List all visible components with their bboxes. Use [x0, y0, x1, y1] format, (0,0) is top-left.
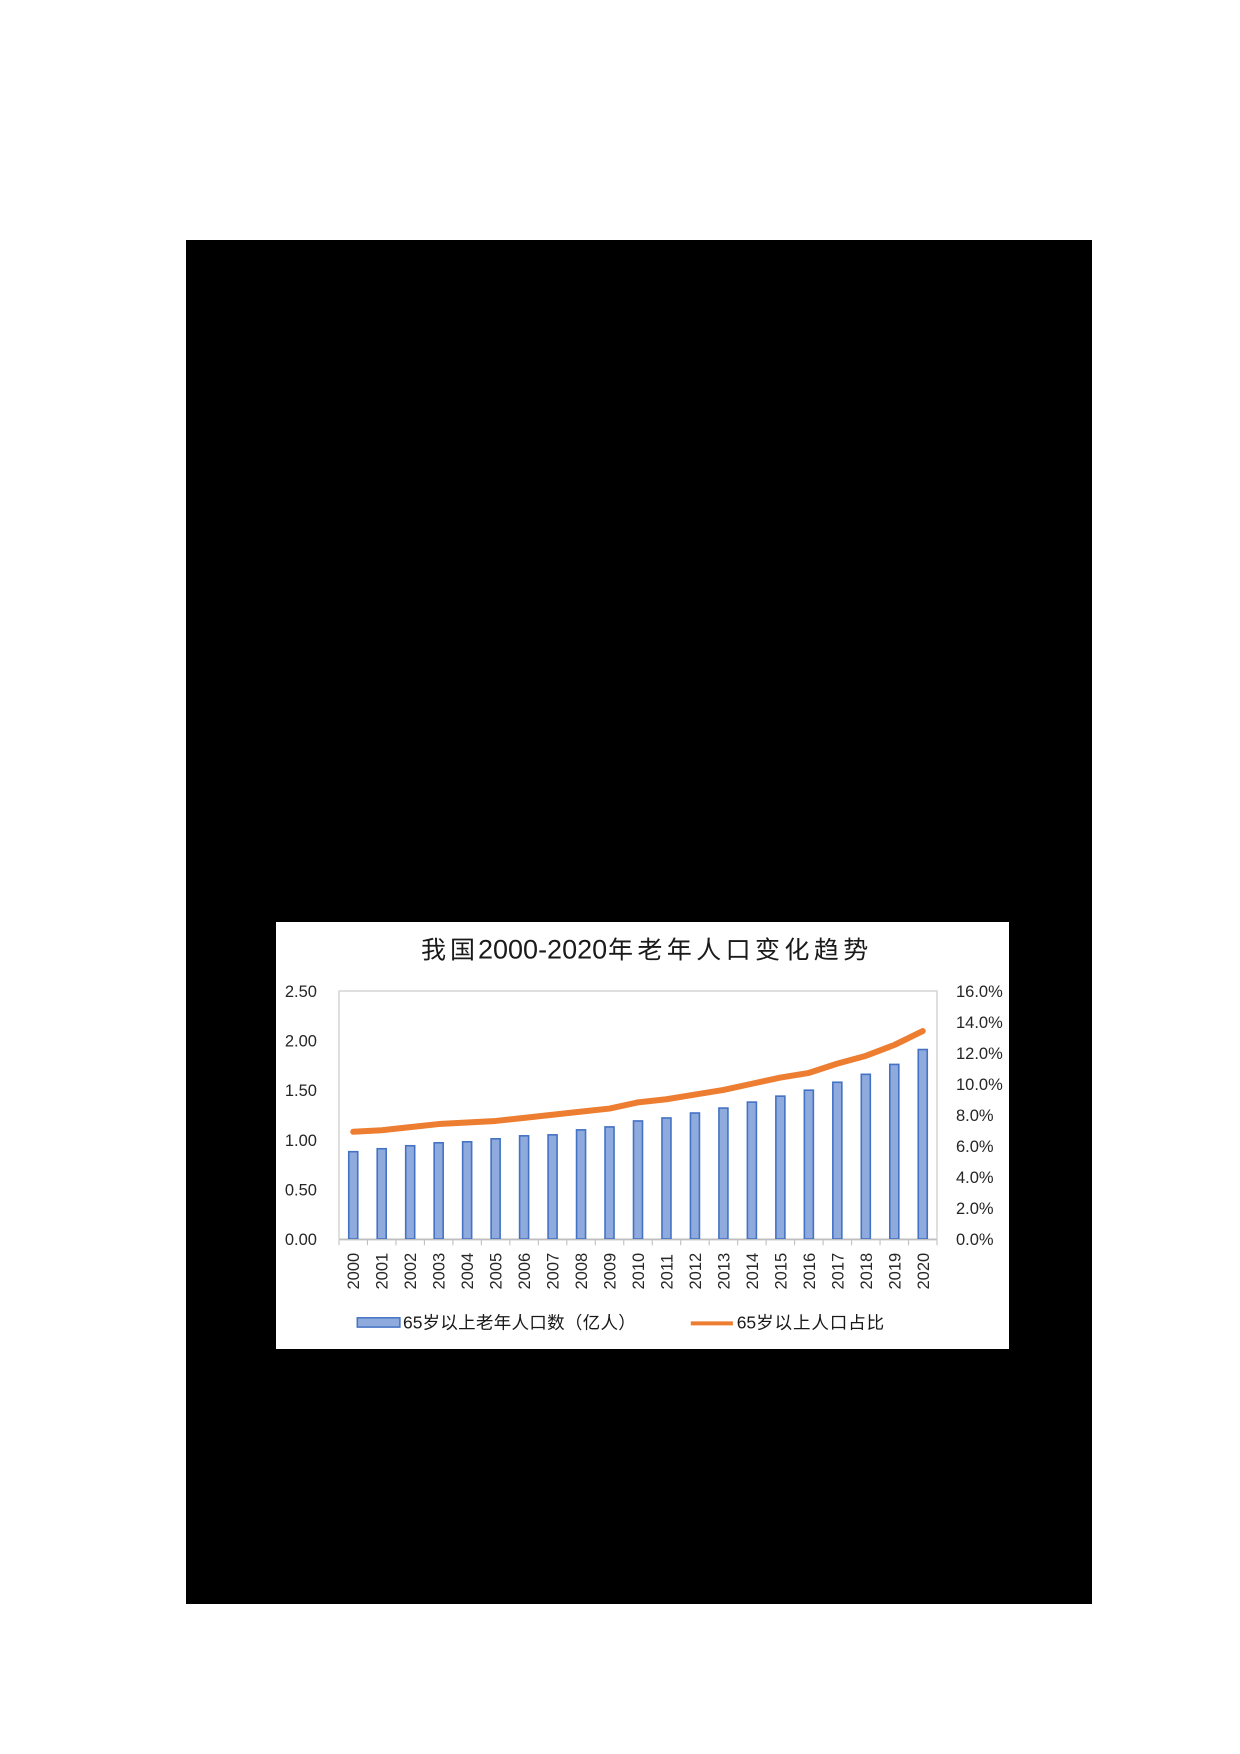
svg-text:2016: 2016	[801, 1253, 819, 1290]
svg-text:16.0%: 16.0%	[956, 983, 1003, 1001]
svg-text:1.50: 1.50	[285, 1082, 317, 1100]
svg-text:10.0%: 10.0%	[956, 1076, 1003, 1094]
svg-text:2008: 2008	[573, 1253, 591, 1290]
svg-text:2006: 2006	[516, 1253, 534, 1290]
svg-text:0.00: 0.00	[285, 1231, 317, 1249]
svg-text:2018: 2018	[858, 1253, 876, 1290]
svg-text:2017: 2017	[829, 1253, 847, 1290]
svg-text:65: 65	[403, 1313, 422, 1333]
svg-text:2002: 2002	[402, 1253, 420, 1290]
svg-text:12.0%: 12.0%	[956, 1045, 1003, 1063]
svg-text:2000: 2000	[345, 1253, 363, 1290]
svg-text:1.00: 1.00	[285, 1132, 317, 1150]
svg-text:2013: 2013	[715, 1253, 733, 1290]
svg-text:65: 65	[737, 1313, 756, 1333]
svg-text:4.0%: 4.0%	[956, 1169, 994, 1187]
svg-text:8.0%: 8.0%	[956, 1107, 994, 1125]
svg-text:6.0%: 6.0%	[956, 1138, 994, 1156]
svg-text:2004: 2004	[459, 1253, 477, 1290]
svg-text:2.00: 2.00	[285, 1033, 317, 1051]
svg-text:2011: 2011	[658, 1254, 676, 1289]
svg-text:14.0%: 14.0%	[956, 1014, 1003, 1032]
svg-text:2019: 2019	[886, 1253, 904, 1290]
svg-text:2003: 2003	[431, 1253, 449, 1290]
svg-text:2001: 2001	[374, 1253, 392, 1290]
svg-text:2020: 2020	[915, 1253, 933, 1290]
svg-text:0.50: 0.50	[285, 1181, 317, 1199]
svg-text:2.0%: 2.0%	[956, 1200, 994, 1218]
svg-text:2009: 2009	[602, 1253, 620, 1290]
svg-text:2.50: 2.50	[285, 983, 317, 1001]
svg-text:2000-2020: 2000-2020	[478, 935, 607, 965]
svg-text:2014: 2014	[744, 1253, 762, 1290]
svg-text:0.0%: 0.0%	[956, 1231, 994, 1249]
svg-text:2012: 2012	[687, 1253, 705, 1290]
svg-text:2015: 2015	[772, 1253, 790, 1290]
svg-text:2010: 2010	[630, 1253, 648, 1290]
svg-text:2007: 2007	[545, 1253, 563, 1290]
svg-text:2005: 2005	[488, 1253, 506, 1290]
